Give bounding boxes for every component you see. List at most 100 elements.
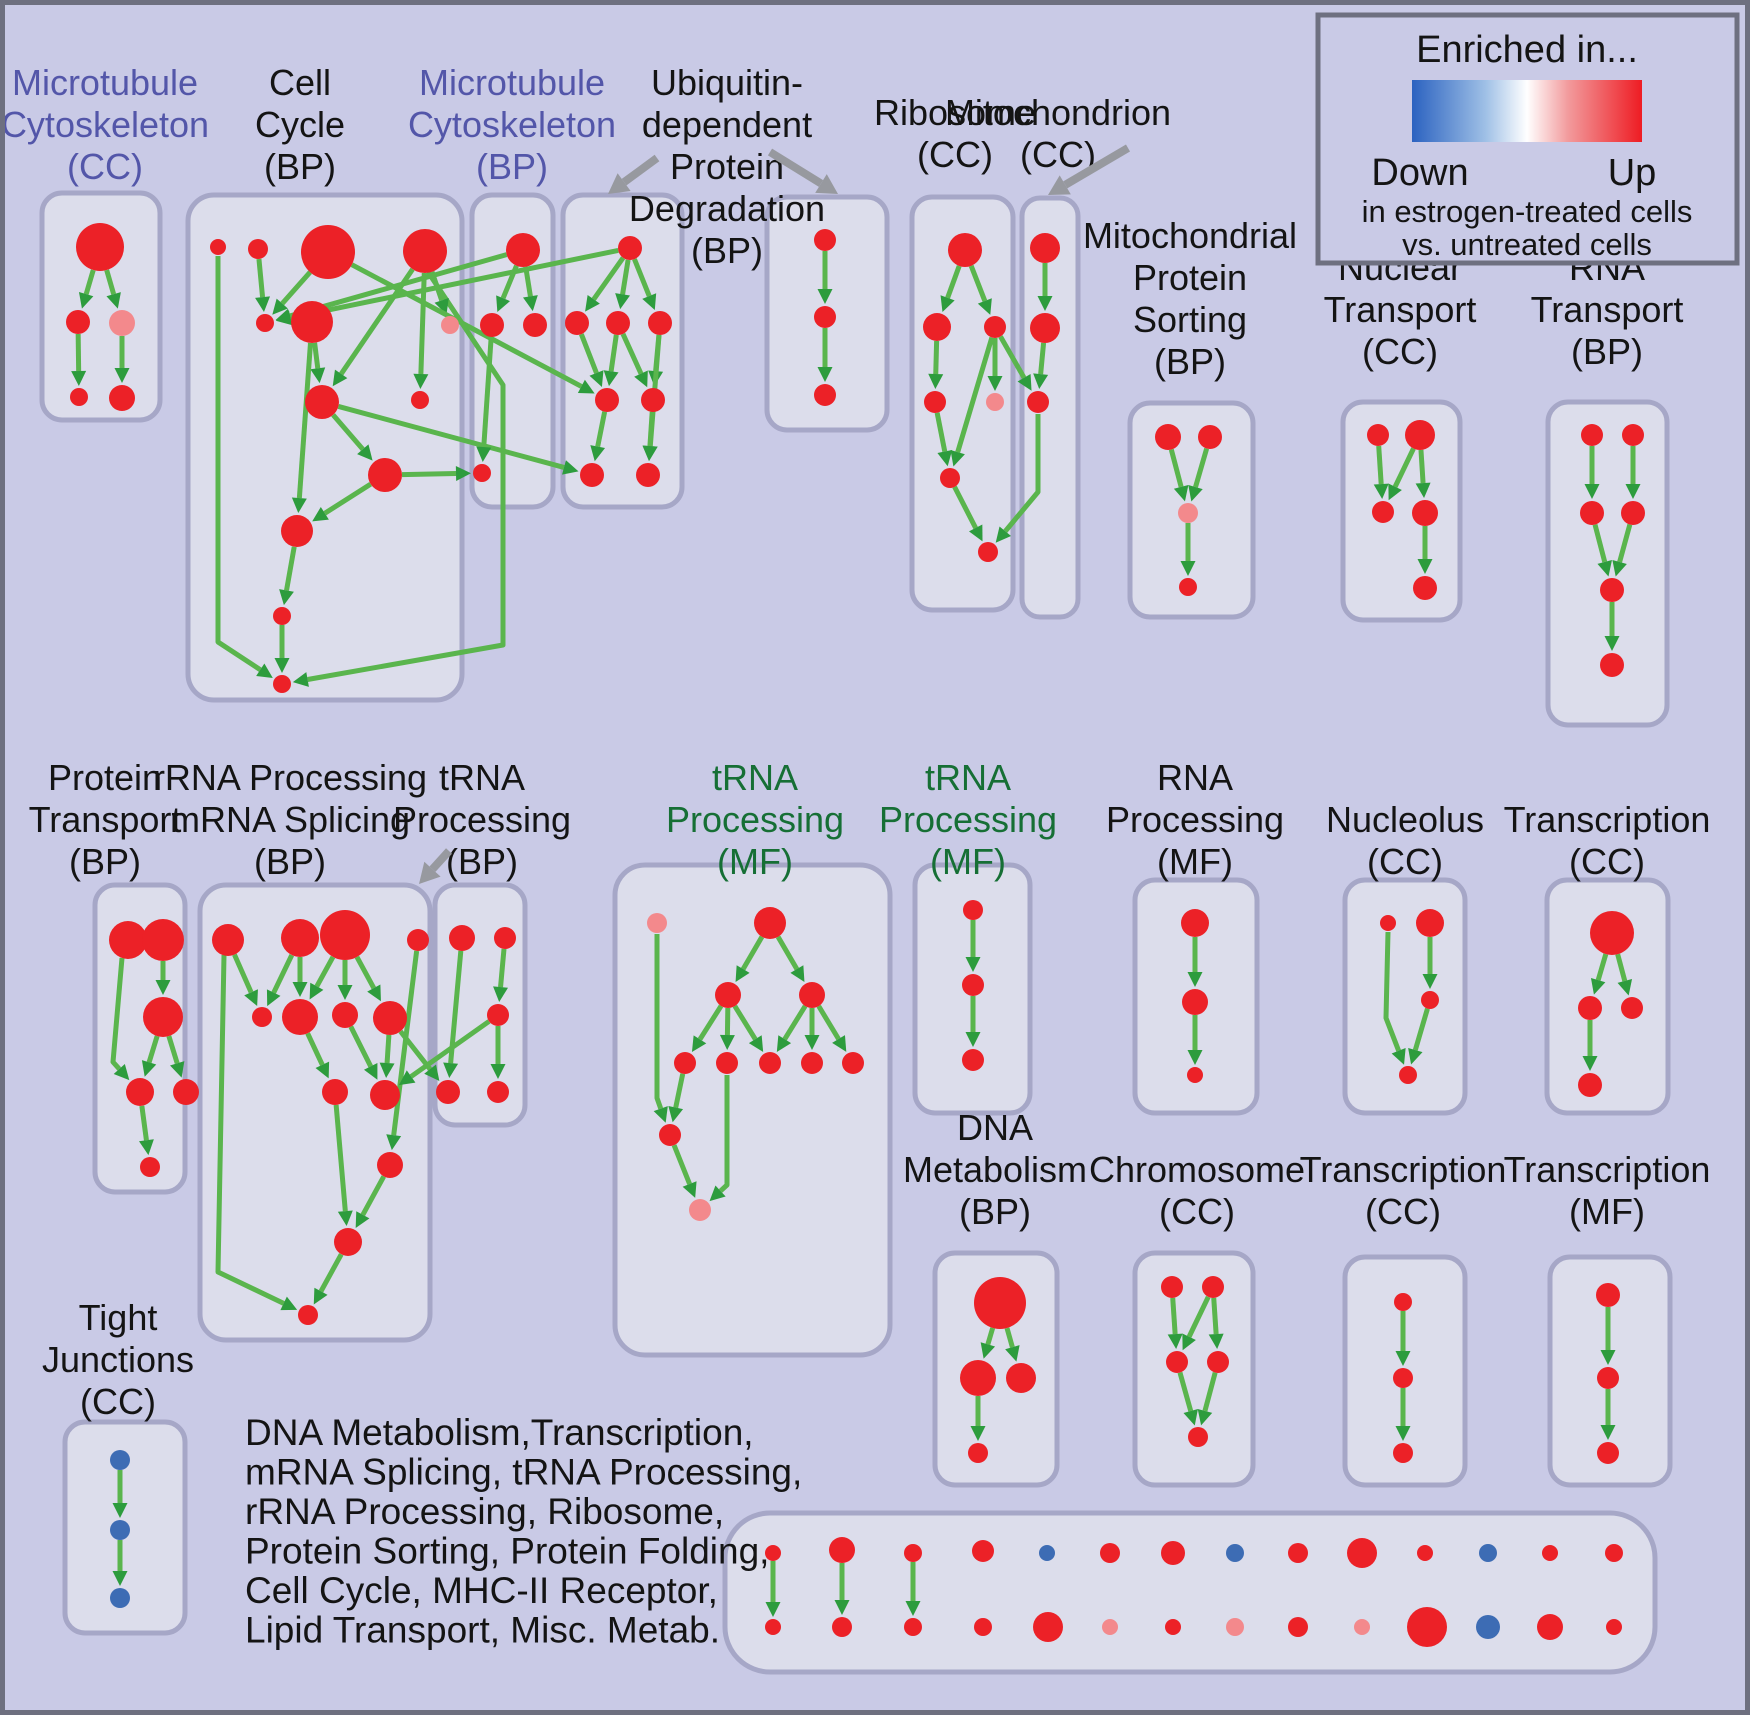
gene-set-node[interactable] xyxy=(436,1080,460,1104)
gene-set-node[interactable] xyxy=(1179,578,1197,596)
gene-set-node[interactable] xyxy=(1621,997,1643,1019)
gene-set-node[interactable] xyxy=(580,463,604,487)
gene-set-node[interactable] xyxy=(407,929,429,951)
gene-set-node[interactable] xyxy=(1367,424,1389,446)
gene-set-node[interactable] xyxy=(1393,1368,1413,1388)
gene-set-node[interactable] xyxy=(1622,424,1644,446)
gene-set-node[interactable] xyxy=(595,388,619,412)
gene-set-node[interactable] xyxy=(606,311,630,335)
gene-set-node[interactable] xyxy=(1027,391,1049,413)
gene-set-node[interactable] xyxy=(1600,578,1624,602)
gene-set-node[interactable] xyxy=(1399,1066,1417,1084)
gene-set-node[interactable] xyxy=(968,1443,988,1463)
gene-set-node[interactable] xyxy=(689,1199,711,1221)
gene-set-node[interactable] xyxy=(273,607,291,625)
gene-set-node[interactable] xyxy=(140,1157,160,1177)
gene-set-node[interactable] xyxy=(1380,915,1396,931)
gene-set-node[interactable] xyxy=(373,1001,407,1035)
gene-set-node[interactable] xyxy=(322,1079,348,1105)
gene-set-node[interactable] xyxy=(1597,1442,1619,1464)
gene-set-node[interactable] xyxy=(1039,1545,1055,1561)
gene-set-node[interactable] xyxy=(1590,911,1634,955)
gene-set-node[interactable] xyxy=(441,316,459,334)
gene-set-node[interactable] xyxy=(281,515,313,547)
gene-set-node[interactable] xyxy=(1288,1617,1308,1637)
gene-set-node[interactable] xyxy=(1226,1618,1244,1636)
gene-set-node[interactable] xyxy=(305,385,339,419)
gene-set-node[interactable] xyxy=(1207,1351,1229,1373)
gene-set-node[interactable] xyxy=(765,1545,781,1561)
gene-set-node[interactable] xyxy=(1597,1367,1619,1389)
gene-set-node[interactable] xyxy=(1030,313,1060,343)
gene-set-node[interactable] xyxy=(1542,1545,1558,1561)
gene-set-node[interactable] xyxy=(765,1619,781,1635)
gene-set-node[interactable] xyxy=(1347,1538,1377,1568)
gene-set-node[interactable] xyxy=(109,385,135,411)
gene-set-node[interactable] xyxy=(494,927,516,949)
gene-set-node[interactable] xyxy=(1412,500,1438,526)
gene-set-node[interactable] xyxy=(1580,501,1604,525)
gene-set-node[interactable] xyxy=(674,1052,696,1074)
gene-set-node[interactable] xyxy=(1102,1619,1118,1635)
gene-set-node[interactable] xyxy=(66,310,90,334)
gene-set-node[interactable] xyxy=(1578,1073,1602,1097)
gene-set-node[interactable] xyxy=(963,900,983,920)
gene-set-node[interactable] xyxy=(1479,1544,1497,1562)
gene-set-node[interactable] xyxy=(904,1544,922,1562)
gene-set-node[interactable] xyxy=(1006,1363,1036,1393)
gene-set-node[interactable] xyxy=(984,316,1006,338)
gene-set-node[interactable] xyxy=(1372,501,1394,523)
gene-set-node[interactable] xyxy=(110,1520,130,1540)
gene-set-node[interactable] xyxy=(403,229,447,273)
gene-set-node[interactable] xyxy=(480,313,504,337)
gene-set-node[interactable] xyxy=(1198,425,1222,449)
gene-set-node[interactable] xyxy=(110,1450,130,1470)
gene-set-node[interactable] xyxy=(523,313,547,337)
gene-set-node[interactable] xyxy=(212,924,244,956)
gene-set-node[interactable] xyxy=(842,1052,864,1074)
gene-set-node[interactable] xyxy=(647,913,667,933)
gene-set-node[interactable] xyxy=(109,921,147,959)
gene-set-node[interactable] xyxy=(754,907,786,939)
gene-set-node[interactable] xyxy=(173,1079,199,1105)
gene-set-node[interactable] xyxy=(1161,1276,1183,1298)
gene-set-node[interactable] xyxy=(1187,1067,1203,1083)
gene-set-node[interactable] xyxy=(70,388,88,406)
gene-set-node[interactable] xyxy=(960,1360,996,1396)
gene-set-node[interactable] xyxy=(814,229,836,251)
gene-set-node[interactable] xyxy=(281,919,319,957)
gene-set-node[interactable] xyxy=(962,974,984,996)
gene-set-node[interactable] xyxy=(252,1007,272,1027)
gene-set-node[interactable] xyxy=(1188,1427,1208,1447)
gene-set-node[interactable] xyxy=(829,1537,855,1563)
gene-set-node[interactable] xyxy=(1581,424,1603,446)
gene-set-node[interactable] xyxy=(291,301,333,343)
gene-set-node[interactable] xyxy=(715,982,741,1008)
gene-set-node[interactable] xyxy=(1605,1544,1623,1562)
gene-set-node[interactable] xyxy=(904,1618,922,1636)
gene-set-node[interactable] xyxy=(334,1228,362,1256)
gene-set-node[interactable] xyxy=(143,997,183,1037)
gene-set-node[interactable] xyxy=(978,542,998,562)
gene-set-node[interactable] xyxy=(1288,1543,1308,1563)
gene-set-node[interactable] xyxy=(282,999,318,1035)
gene-set-node[interactable] xyxy=(962,1049,984,1071)
gene-set-node[interactable] xyxy=(1226,1544,1244,1562)
gene-set-node[interactable] xyxy=(76,223,124,271)
gene-set-node[interactable] xyxy=(1100,1543,1120,1563)
gene-set-node[interactable] xyxy=(1621,501,1645,525)
gene-set-node[interactable] xyxy=(320,910,370,960)
gene-set-node[interactable] xyxy=(1537,1614,1563,1640)
gene-set-node[interactable] xyxy=(974,1277,1026,1329)
gene-set-node[interactable] xyxy=(449,925,475,951)
gene-set-node[interactable] xyxy=(109,310,135,336)
gene-set-node[interactable] xyxy=(636,463,660,487)
gene-set-node[interactable] xyxy=(1178,503,1198,523)
gene-set-node[interactable] xyxy=(411,391,429,409)
gene-set-node[interactable] xyxy=(1578,996,1602,1020)
gene-set-node[interactable] xyxy=(1181,909,1209,937)
gene-set-node[interactable] xyxy=(1161,1541,1185,1565)
gene-set-node[interactable] xyxy=(1202,1276,1224,1298)
gene-set-node[interactable] xyxy=(1407,1607,1447,1647)
gene-set-node[interactable] xyxy=(924,391,946,413)
